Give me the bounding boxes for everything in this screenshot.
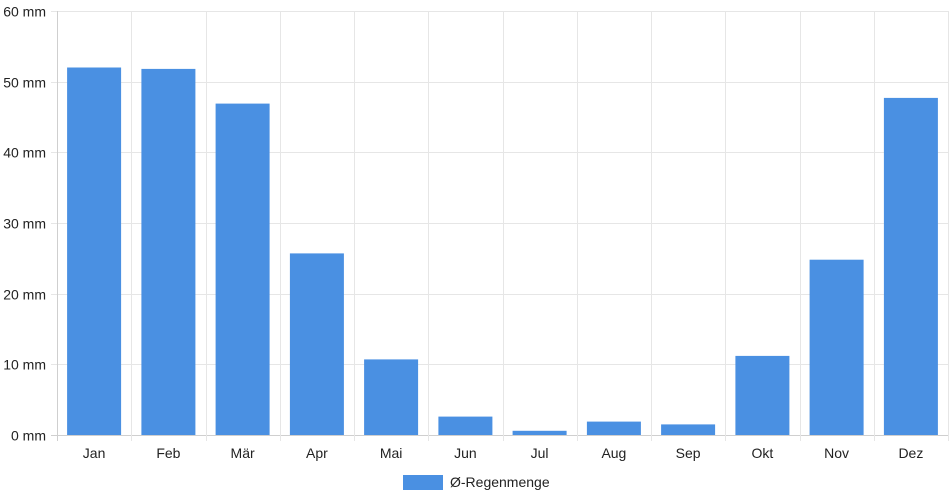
x-tick-label: Mär (231, 445, 255, 461)
bar-aug[interactable] (586, 421, 641, 435)
x-tick-label: Apr (306, 445, 328, 461)
bar-jul[interactable] (512, 430, 567, 435)
x-tick-label: Jul (531, 445, 549, 461)
bar-sep[interactable] (661, 424, 716, 435)
x-tick-label: Feb (156, 445, 180, 461)
y-tick-label: 0 mm (11, 428, 46, 444)
grid-lines (51, 11, 949, 441)
y-tick-label: 40 mm (3, 145, 46, 161)
y-axis-ticks: 0 mm 10 mm 20 mm 30 mm 40 mm 50 mm 60 mm (3, 4, 46, 444)
bar-okt[interactable] (735, 355, 790, 435)
legend-label: Ø-Regenmenge (450, 474, 550, 490)
legend-swatch (403, 475, 443, 490)
x-tick-label: Dez (898, 445, 923, 461)
x-tick-label: Jun (454, 445, 477, 461)
x-tick-label: Mai (380, 445, 403, 461)
x-tick-label: Nov (824, 445, 849, 461)
y-tick-label: 10 mm (3, 357, 46, 373)
x-axis-ticks: Jan Feb Mär Apr Mai Jun Jul Aug Sep Okt Nov Dez (83, 445, 924, 461)
x-tick-label: Jan (83, 445, 106, 461)
y-tick-label: 60 mm (3, 4, 46, 20)
bar-feb[interactable] (141, 68, 196, 436)
bar-dez[interactable] (883, 97, 938, 436)
bar-jun[interactable] (438, 416, 493, 435)
legend[interactable]: Ø-Regenmenge (403, 474, 550, 490)
bar-mär[interactable] (215, 103, 270, 435)
bars (67, 67, 938, 436)
x-tick-label: Sep (676, 445, 701, 461)
bar-nov[interactable] (809, 259, 864, 435)
y-tick-label: 30 mm (3, 216, 46, 232)
bar-jan[interactable] (67, 67, 122, 436)
x-tick-label: Aug (601, 445, 626, 461)
y-tick-label: 50 mm (3, 75, 46, 91)
bar-mai[interactable] (364, 359, 419, 435)
bar-apr[interactable] (289, 253, 344, 435)
y-tick-label: 20 mm (3, 287, 46, 303)
x-tick-label: Okt (752, 445, 774, 461)
